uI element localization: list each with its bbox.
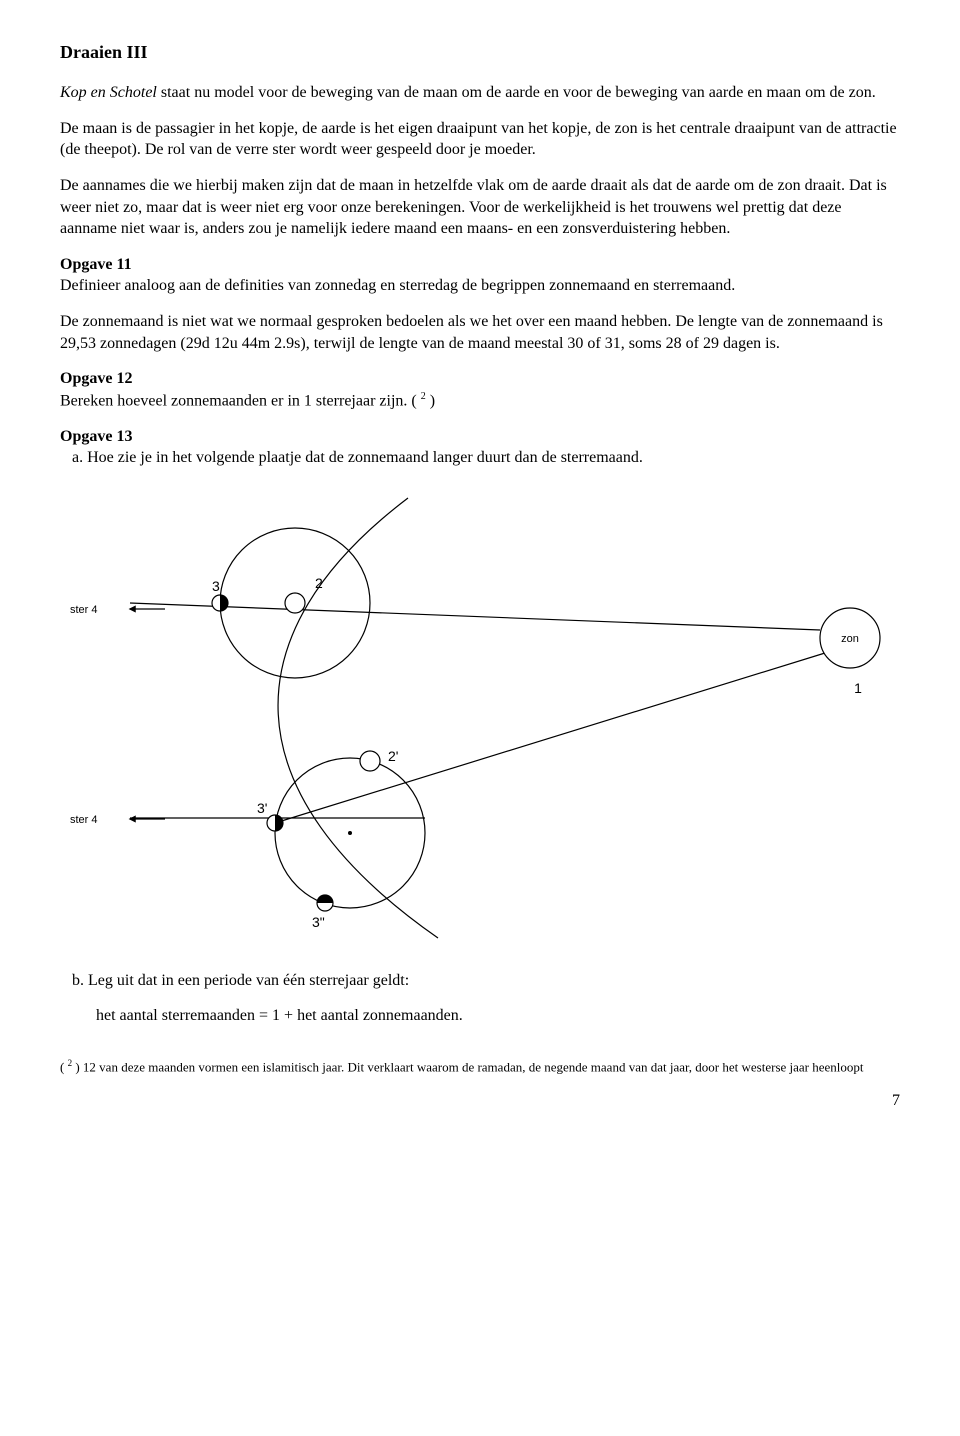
opgave-13-b-sub: het aantal sterremaanden = 1 + het aanta…	[96, 1005, 900, 1027]
opgave-12-post: )	[426, 392, 435, 409]
opgave-11-p2: De zonnemaand is niet wat we normaal ges…	[60, 311, 900, 354]
orbit-diagram: zon 1 ster 4 ster 4 2 3 2' 3' 3"	[60, 483, 900, 950]
opgave-12-body: Bereken hoeveel zonnemaanden er in 1 ste…	[60, 390, 900, 412]
footnote: ( 2 ) 12 van deze maanden vormen een isl…	[60, 1057, 900, 1076]
opgave-11-body: Definieer analoog aan de definities van …	[60, 275, 900, 297]
svg-text:3": 3"	[312, 914, 325, 930]
opgave-13-b: b. Leg uit dat in een periode van één st…	[86, 970, 900, 992]
svg-text:2: 2	[315, 575, 323, 591]
para1-rest: staat nu model voor de beweging van de m…	[157, 84, 876, 101]
svg-text:1: 1	[854, 680, 862, 696]
paragraph-3: De aannames die we hierbij maken zijn da…	[60, 175, 900, 240]
page-number: 7	[60, 1090, 900, 1112]
page-title: Draaien III	[60, 40, 900, 64]
svg-text:2': 2'	[388, 748, 398, 764]
svg-text:zon: zon	[841, 633, 859, 645]
footnote-pre: (	[60, 1059, 68, 1074]
svg-text:ster 4: ster 4	[70, 604, 98, 616]
svg-text:ster 4: ster 4	[70, 814, 98, 826]
footnote-post: ) 12 van deze maanden vormen een islamit…	[72, 1059, 863, 1074]
opgave-12-pre: Bereken hoeveel zonnemaanden er in 1 ste…	[60, 392, 421, 409]
opgave-12-title: Opgave 12	[60, 368, 900, 390]
opgave-13-title: Opgave 13	[60, 426, 900, 448]
paragraph-2: De maan is de passagier in het kopje, de…	[60, 118, 900, 161]
svg-text:3': 3'	[257, 800, 267, 816]
paragraph-1: Kop en Schotel staat nu model voor de be…	[60, 82, 900, 104]
svg-text:3: 3	[212, 578, 220, 594]
para1-italic: Kop en Schotel	[60, 84, 157, 101]
opgave-11-title: Opgave 11	[60, 254, 900, 276]
opgave-13-a: a. Hoe zie je in het volgende plaatje da…	[86, 447, 900, 469]
